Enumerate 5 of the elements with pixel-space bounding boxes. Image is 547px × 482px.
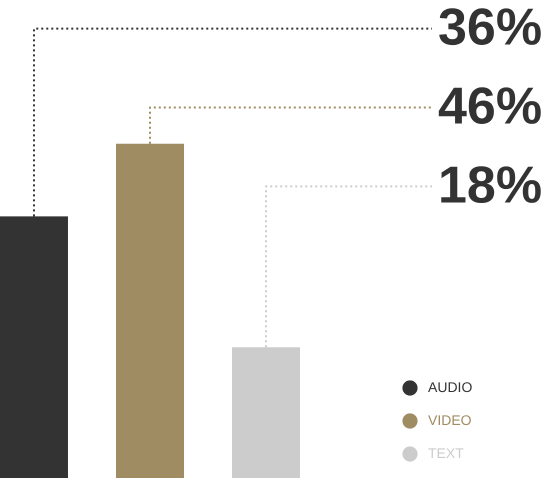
data-label: 18%	[438, 156, 542, 214]
legend-label: VIDEO	[428, 412, 472, 428]
data-label: 46%	[438, 78, 542, 136]
legend-label: AUDIO	[428, 379, 472, 395]
data-label: 36%	[438, 0, 542, 57]
